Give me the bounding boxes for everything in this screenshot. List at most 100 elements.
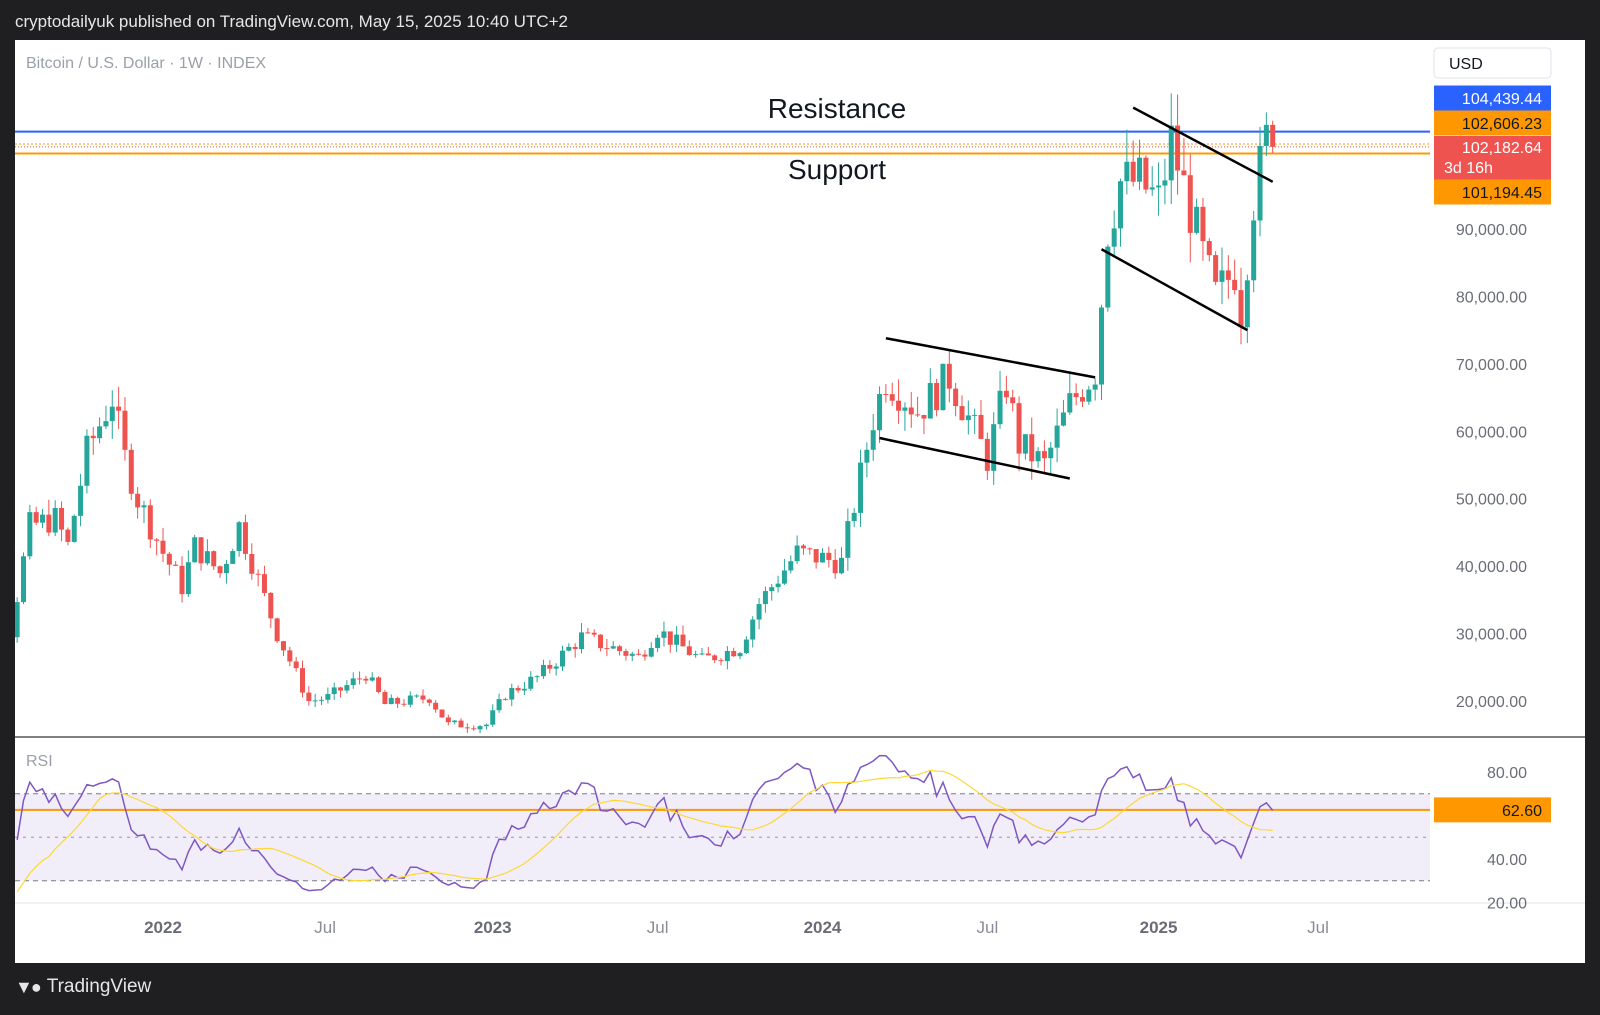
candle-body	[1206, 241, 1212, 256]
candle-body	[1016, 403, 1022, 454]
candle-body	[490, 710, 496, 725]
candle-body	[655, 637, 661, 648]
candle-body	[902, 407, 908, 411]
candle-body	[591, 632, 597, 635]
x-tick-label: Jul	[1307, 918, 1329, 937]
candle-body	[667, 631, 673, 645]
candle-body	[1060, 412, 1066, 426]
candle-body	[623, 651, 629, 656]
candle-body	[1041, 451, 1047, 459]
candle-body	[395, 697, 401, 704]
candle-body	[1200, 206, 1206, 242]
candle-body	[1168, 125, 1174, 181]
candle-body	[1067, 393, 1073, 413]
x-tick-label: 2023	[474, 918, 512, 937]
candle-body	[724, 651, 730, 662]
candle-body	[775, 583, 781, 588]
candle-body	[1073, 393, 1079, 398]
candle-body	[718, 660, 724, 662]
candle-body	[20, 556, 26, 603]
candle-body	[864, 449, 870, 463]
candle-body	[807, 548, 813, 550]
rsi-band	[15, 793, 1430, 881]
candle-body	[40, 514, 46, 523]
candle-body	[1213, 255, 1219, 282]
chart-frame[interactable]: Bitcoin / U.S. Dollar · 1W · INDEX USD 90,…	[15, 40, 1585, 963]
candle-body	[1111, 228, 1117, 247]
y-tick-label: 70,000.00	[1456, 357, 1527, 374]
candle-body	[566, 646, 572, 651]
candle-body	[1175, 125, 1181, 171]
candle-body	[788, 561, 794, 571]
candle-body	[331, 687, 337, 695]
candle-body	[889, 394, 895, 401]
candle-body	[515, 687, 521, 691]
candle-body	[230, 551, 236, 564]
candle-body	[953, 388, 959, 407]
candle-body	[1156, 185, 1162, 188]
trendline	[1132, 106, 1274, 183]
rsi-tick-label: 20.00	[1487, 896, 1527, 913]
publisher-bar: cryptodailyuk published on TradingView.c…	[0, 0, 1600, 40]
candle-body	[819, 552, 825, 563]
candle-body	[1048, 447, 1054, 459]
candle-body	[1022, 434, 1028, 454]
candle-body	[109, 406, 115, 422]
candle-body	[559, 650, 565, 667]
candle-body	[712, 655, 718, 661]
candle-body	[128, 449, 134, 494]
tradingview-logo-icon[interactable]: ▼●	[15, 976, 42, 997]
candle-body	[800, 545, 806, 549]
candle-body	[813, 549, 819, 563]
candle-body	[78, 485, 84, 516]
candle-body	[553, 666, 559, 669]
candles-group	[15, 93, 1276, 734]
candle-body	[642, 654, 648, 657]
candle-body	[293, 661, 299, 669]
candle-body	[27, 512, 33, 557]
candle-body	[59, 507, 65, 530]
candle-body	[1181, 170, 1187, 176]
chart-svg[interactable]: Bitcoin / U.S. Dollar · 1W · INDEX USD 90,…	[15, 40, 1585, 963]
currency-button[interactable]	[1433, 47, 1552, 79]
candle-body	[458, 720, 464, 728]
candle-body	[826, 552, 832, 560]
trendline	[879, 436, 1071, 480]
resistance-price-tag	[1434, 85, 1551, 111]
candle-body	[1244, 280, 1250, 328]
candle-body	[242, 522, 248, 554]
candle-body	[502, 699, 508, 701]
candle-body	[839, 557, 845, 574]
trendline	[885, 337, 1096, 379]
candle-body	[965, 415, 971, 421]
candle-body	[585, 632, 591, 634]
support-price-tag	[1434, 179, 1551, 205]
candle-body	[1143, 157, 1149, 190]
candle-body	[160, 540, 166, 554]
candle-body	[598, 634, 604, 649]
candle-body	[921, 415, 927, 419]
candle-body	[1098, 307, 1104, 385]
candle-body	[1124, 161, 1130, 182]
y-tick-label: 60,000.00	[1456, 424, 1527, 441]
candle-body	[794, 545, 800, 562]
x-tick-label: Jul	[976, 918, 998, 937]
candle-body	[274, 618, 280, 642]
candle-body	[617, 646, 623, 652]
candle-body	[604, 648, 610, 650]
candle-body	[388, 697, 394, 705]
support-price-tag-label: 101,194.45	[1462, 185, 1542, 202]
candle-body	[185, 562, 191, 595]
candle-body	[705, 653, 711, 656]
x-tick-label: 2024	[804, 918, 842, 937]
candle-body	[896, 400, 902, 411]
candle-body	[325, 694, 331, 700]
candle-body	[984, 438, 990, 471]
footer-brand[interactable]: TradingView	[46, 976, 152, 997]
candle-body	[737, 653, 743, 657]
candle-body	[832, 559, 838, 574]
candle-body	[192, 537, 198, 563]
candle-body	[1263, 124, 1269, 146]
candle-body	[1010, 397, 1016, 404]
candle-body	[978, 414, 984, 439]
